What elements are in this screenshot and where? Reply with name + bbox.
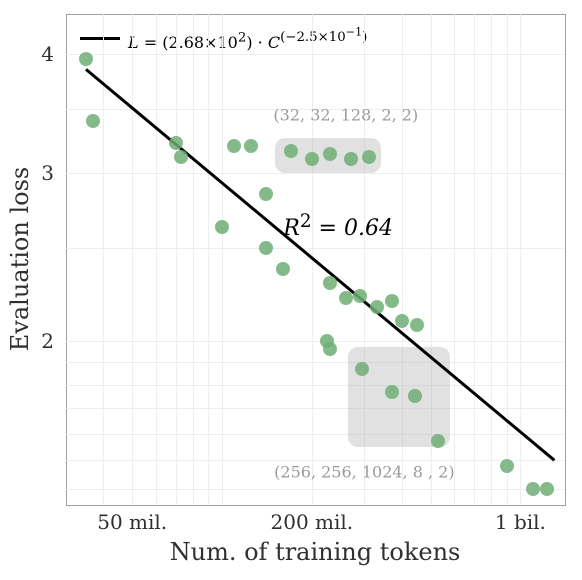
- data-point: [353, 289, 367, 303]
- data-point: [244, 139, 258, 153]
- data-point: [385, 294, 399, 308]
- data-point: [362, 150, 376, 164]
- data-point: [526, 482, 540, 496]
- data-point: [431, 434, 445, 448]
- data-point: [370, 300, 384, 314]
- scatter-chart: L = (2.68×102) · C(−2.5×10−1) Evaluation…: [0, 0, 582, 580]
- data-point: [339, 291, 353, 305]
- data-point: [323, 147, 337, 161]
- config-annotation: (256, 256, 1024, 8 , 2): [274, 462, 454, 481]
- y-tick-label: 3: [41, 161, 54, 185]
- data-point: [276, 262, 290, 276]
- config-annotation: (32, 32, 128, 2, 2): [273, 105, 418, 124]
- fit-line: [0, 0, 582, 580]
- data-point: [305, 152, 319, 166]
- data-point: [355, 362, 369, 376]
- data-point: [169, 136, 183, 150]
- data-point: [79, 52, 93, 66]
- data-point: [323, 276, 337, 290]
- data-point: [408, 389, 422, 403]
- data-point: [227, 139, 241, 153]
- y-tick-label: 4: [41, 42, 54, 66]
- data-point: [395, 314, 409, 328]
- data-point: [500, 459, 514, 473]
- data-point: [540, 482, 554, 496]
- data-point: [284, 144, 298, 158]
- data-point: [215, 220, 229, 234]
- data-point: [410, 318, 424, 332]
- data-point: [323, 342, 337, 356]
- data-point: [86, 114, 100, 128]
- data-point: [259, 241, 273, 255]
- data-point: [174, 150, 188, 164]
- y-tick-label: 2: [41, 329, 54, 353]
- x-tick-label: 1 bil.: [495, 510, 546, 534]
- x-tick-label: 200 mil.: [271, 510, 354, 534]
- data-point: [259, 187, 273, 201]
- x-tick-label: 50 mil.: [97, 510, 167, 534]
- data-point: [344, 152, 358, 166]
- data-point: [385, 385, 399, 399]
